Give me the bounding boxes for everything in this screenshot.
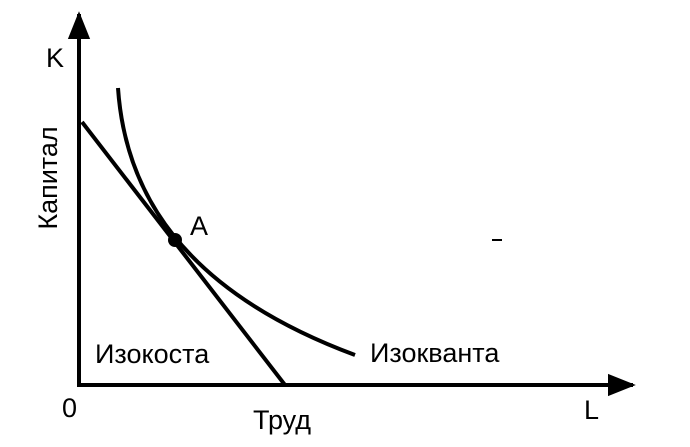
isoquant-curve	[116, 87, 356, 357]
y-axis-label: Капитал	[33, 126, 63, 229]
isoquant-label: Изокванта	[370, 338, 500, 368]
x-symbol: L	[584, 395, 599, 425]
isocost-label: Изокоста	[95, 339, 210, 369]
x-axis-label: Труд	[253, 405, 311, 435]
tangent-point	[168, 233, 182, 247]
point-label: A	[190, 211, 208, 241]
isocost-line	[80, 120, 287, 387]
origin-label: 0	[62, 393, 77, 423]
y-symbol: K	[46, 43, 64, 73]
